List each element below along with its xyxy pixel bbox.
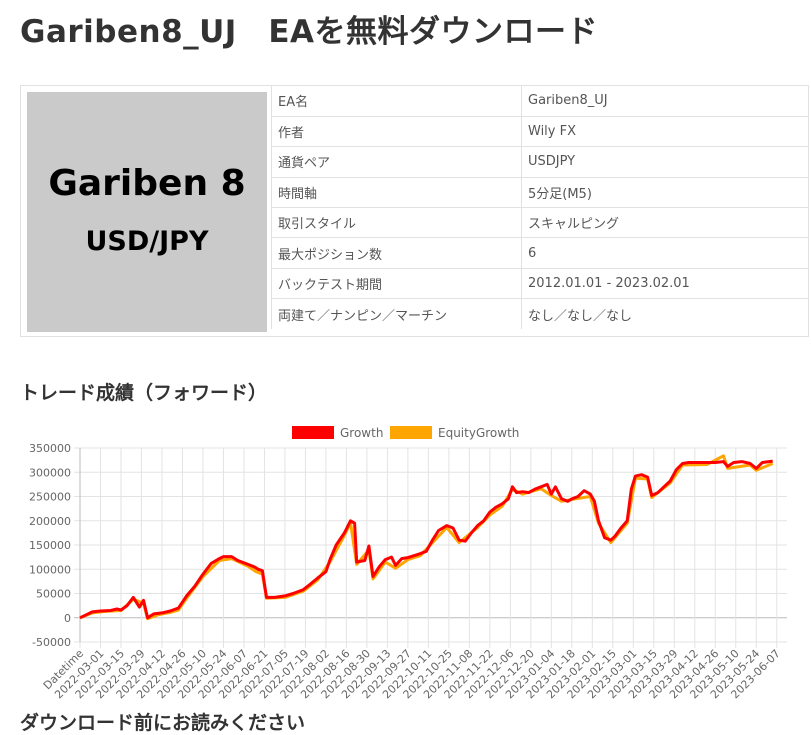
series-line-growth xyxy=(79,459,773,620)
spec-value: スキャルピング xyxy=(521,207,809,239)
y-tick-label: 100000 xyxy=(29,563,71,576)
spec-key: EA名 xyxy=(271,86,522,117)
ea-spec-table: EA名 Gariben8_UJ 作者 Wily FX 通貨ペア USDJPY 時間軸 5分足(… xyxy=(271,86,809,330)
ea-thumbnail-image: Gariben 8 USD/JPY xyxy=(27,92,267,332)
spec-key: 通貨ペア xyxy=(271,146,522,178)
spec-row: 通貨ペア USDJPY xyxy=(271,146,809,178)
spec-row: EA名 Gariben8_UJ xyxy=(271,86,809,117)
spec-value: Wily FX xyxy=(521,116,809,148)
y-tick-label: 200000 xyxy=(29,515,71,528)
spec-row: 両建て／ナンピン／マーチン なし／なし／なし xyxy=(271,298,809,330)
ea-image-title: Gariben 8 xyxy=(48,163,246,204)
y-tick-label: 150000 xyxy=(29,539,71,552)
y-tick-label: 0 xyxy=(64,612,71,625)
legend-swatch xyxy=(390,426,432,439)
spec-row: バックテスト期間 2012.01.01 - 2023.02.01 xyxy=(271,268,809,300)
y-tick-label: 50000 xyxy=(36,588,71,601)
spec-row: 最大ポジション数 6 xyxy=(271,237,809,269)
page-title: Gariben8_UJ EAを無料ダウンロード xyxy=(20,14,599,50)
spec-value: Gariben8_UJ xyxy=(521,86,809,117)
y-tick-label: 300000 xyxy=(29,466,71,479)
spec-value: なし／なし／なし xyxy=(521,298,809,330)
section-heading-trade-results: トレード成績（フォワード） xyxy=(20,382,268,404)
spec-row: 取引スタイル スキャルピング xyxy=(271,207,809,239)
legend-label: EquityGrowth xyxy=(438,426,519,440)
section-heading-download-notes: ダウンロード前にお読みください xyxy=(20,712,306,734)
ea-info-table: Gariben 8 USD/JPY EA名 Gariben8_UJ 作者 Wily F… xyxy=(20,85,809,337)
spec-key: 取引スタイル xyxy=(271,207,522,239)
spec-row: 時間軸 5分足(M5) xyxy=(271,177,809,209)
legend-label: Growth xyxy=(340,426,383,440)
spec-value: 6 xyxy=(521,237,809,269)
spec-key: 両建て／ナンピン／マーチン xyxy=(271,298,522,330)
spec-row: 作者 Wily FX xyxy=(271,116,809,148)
series-line-equitygrowth xyxy=(79,454,774,621)
spec-value: 2012.01.01 - 2023.02.01 xyxy=(521,268,809,300)
y-tick-label: -50000 xyxy=(32,636,71,649)
spec-key: 時間軸 xyxy=(271,177,522,209)
spec-key: バックテスト期間 xyxy=(271,268,522,300)
performance-line-chart: 350000 300000 250000 200000 150000 100000 5000… xyxy=(29,426,787,701)
ea-image-pair: USD/JPY xyxy=(85,226,209,257)
spec-key: 最大ポジション数 xyxy=(271,237,522,269)
y-tick-label: 350000 xyxy=(29,442,71,455)
legend-swatch xyxy=(292,426,334,439)
y-tick-label: 250000 xyxy=(29,491,71,504)
spec-value: 5分足(M5) xyxy=(521,177,809,209)
chart-legend: Growth EquityGrowth xyxy=(292,426,519,440)
spec-key: 作者 xyxy=(271,116,522,148)
spec-value: USDJPY xyxy=(521,146,809,178)
